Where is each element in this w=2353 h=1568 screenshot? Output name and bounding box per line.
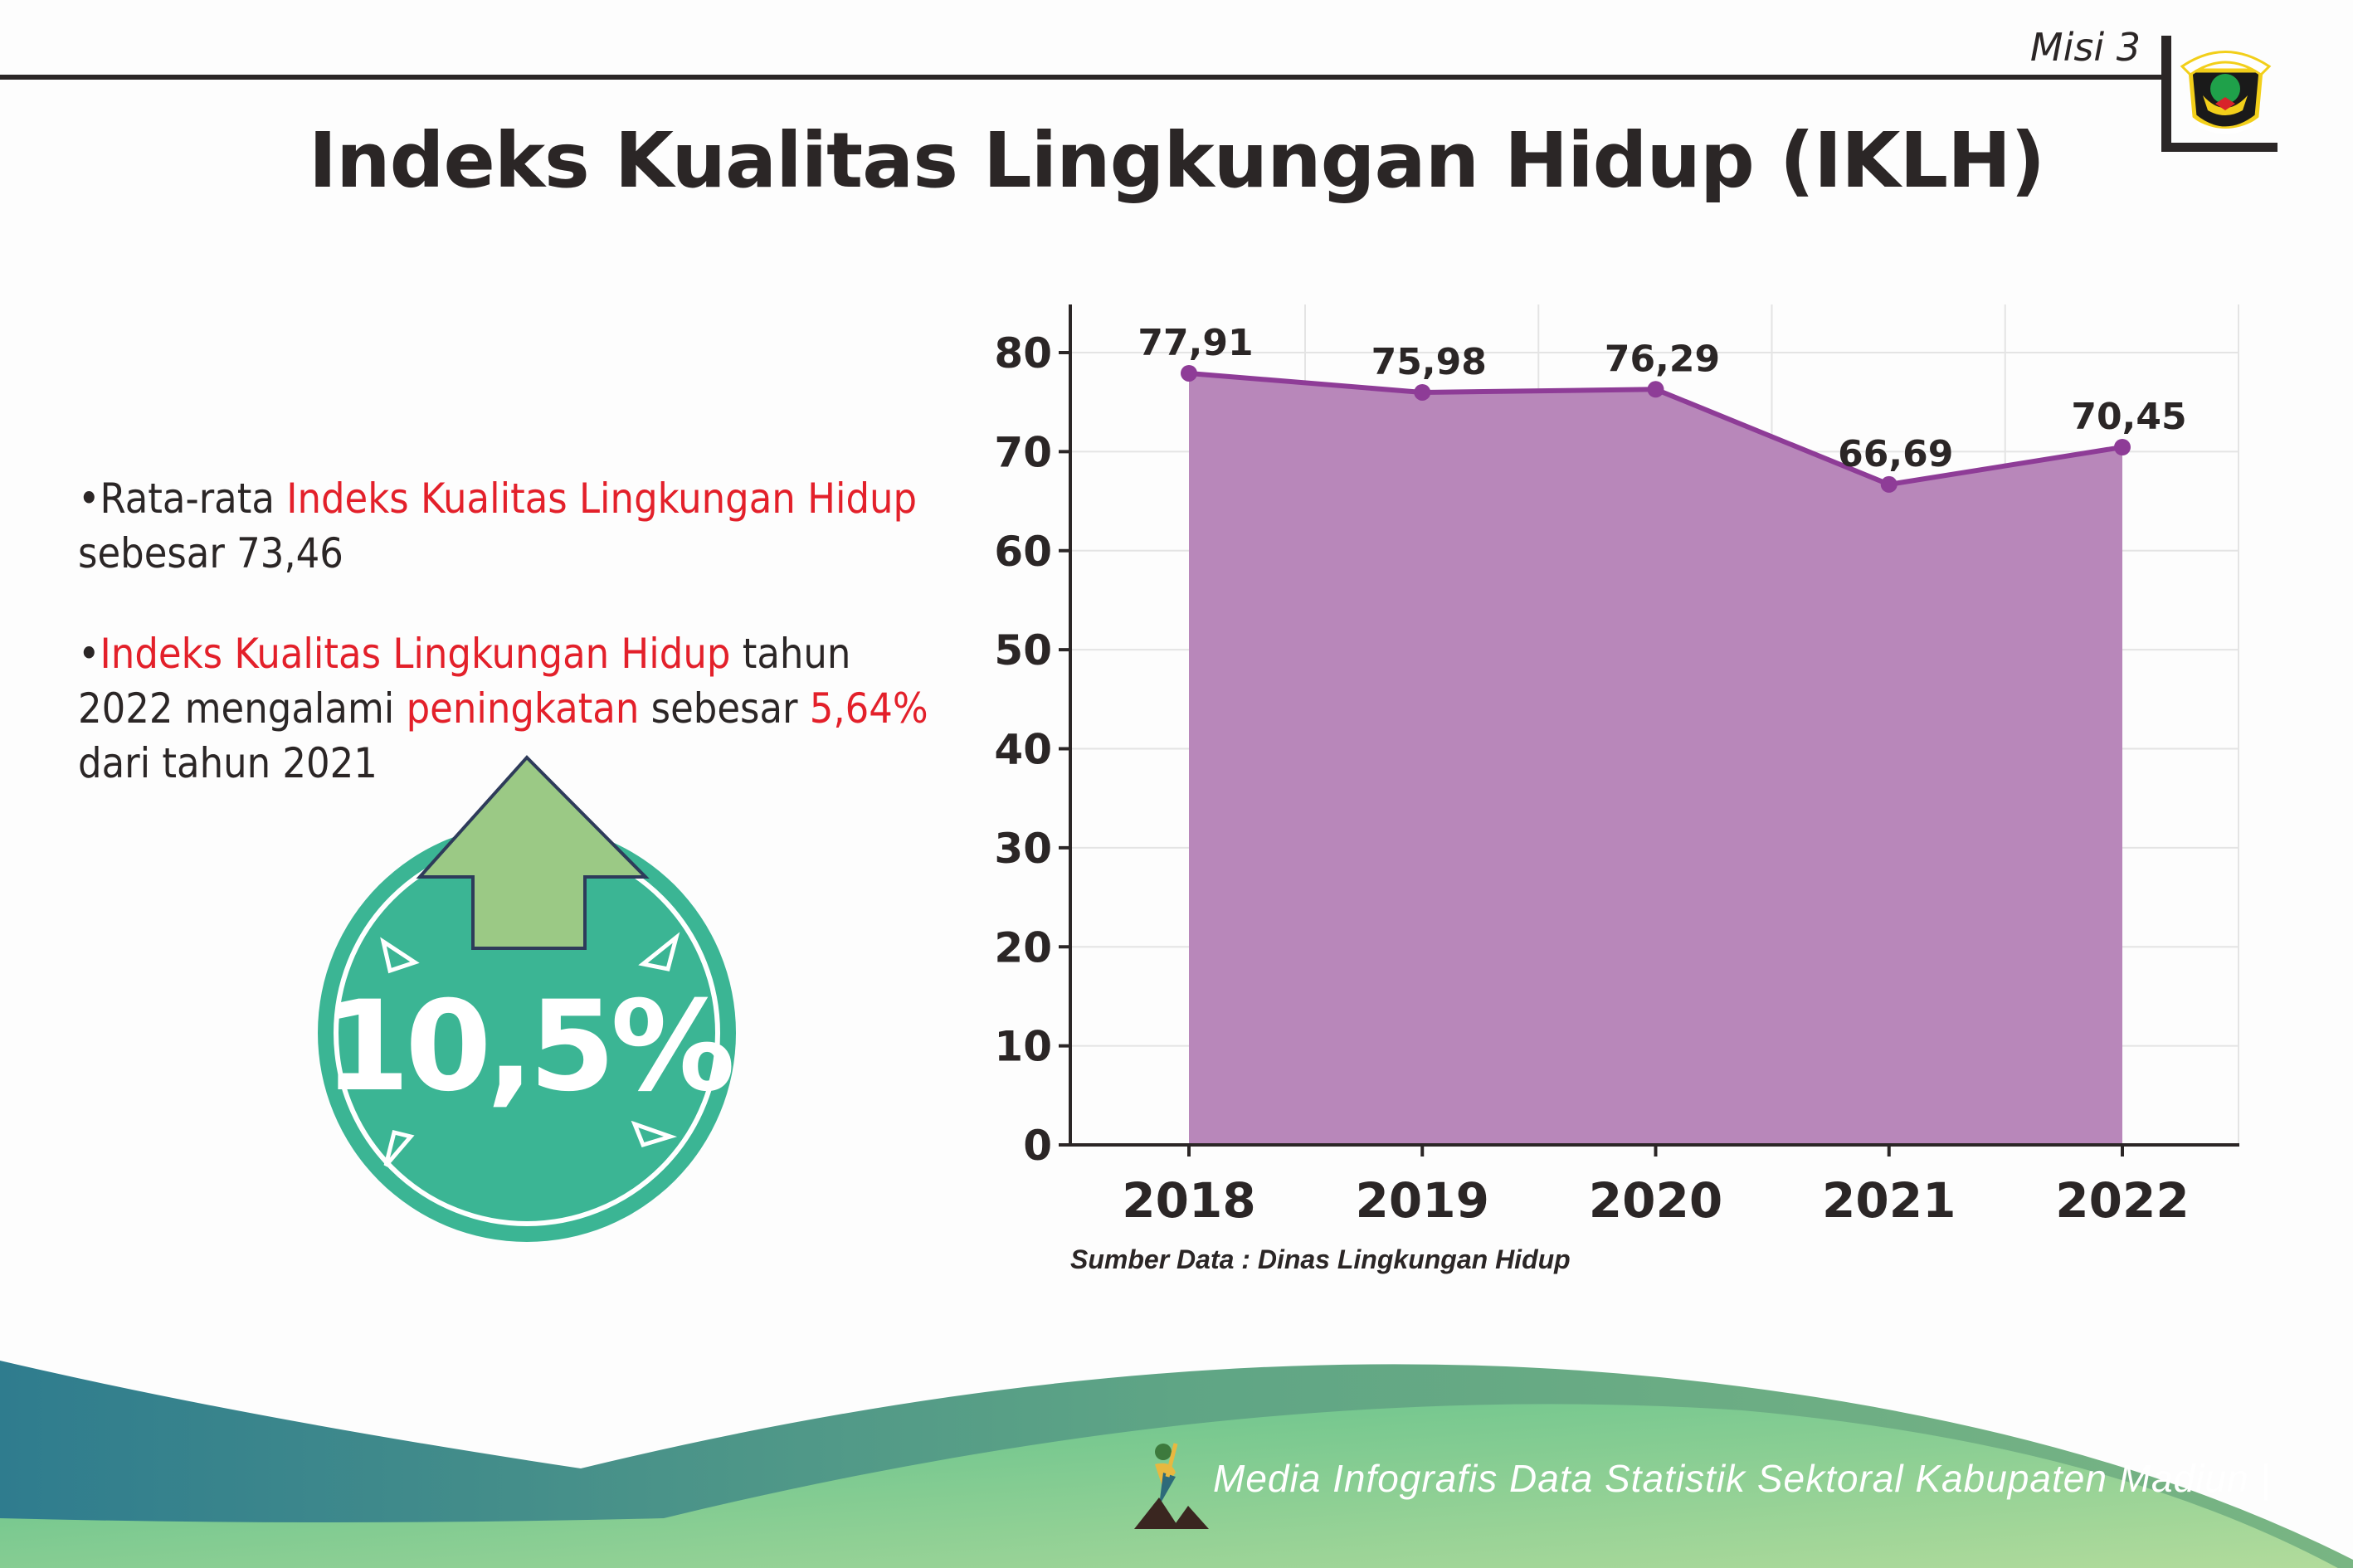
sparkle-icons xyxy=(380,932,680,1167)
x-tick-label: 2022 xyxy=(2055,1172,2189,1229)
badge-value: 10,5% xyxy=(323,975,735,1119)
up-arrow-icon xyxy=(416,755,650,950)
bullet-dot: • xyxy=(78,475,100,523)
y-tick-label: 20 xyxy=(994,923,1052,971)
x-tick-label: 2020 xyxy=(1589,1172,1722,1229)
area-fill xyxy=(1189,373,2122,1146)
x-tick-label: 2021 xyxy=(1822,1172,1956,1229)
mission-label: Misi 3 xyxy=(2029,25,2141,70)
x-tick-label: 2018 xyxy=(1122,1172,1255,1229)
growth-badge xyxy=(318,755,736,1242)
header-rule xyxy=(0,75,2167,80)
infografis-logo-icon xyxy=(1134,1443,1209,1529)
header-corner-vertical xyxy=(2161,36,2171,152)
y-tick-label: 80 xyxy=(994,329,1052,377)
data-label: 76,29 xyxy=(1605,338,1720,380)
data-source: Sumber Data : Dinas Lingkungan Hidup xyxy=(1070,1244,1571,1274)
data-point xyxy=(2114,439,2131,456)
y-tick-label: 10 xyxy=(994,1023,1052,1071)
y-tick-label: 30 xyxy=(994,825,1052,873)
badge-circle xyxy=(318,824,736,1242)
kabupaten-madiun-logo xyxy=(2180,51,2272,134)
footer-text: Media Infografis Data Statistik Sektoral… xyxy=(1213,1457,2272,1500)
bullet-increase: •Indeks Kualitas Lingkungan Hidup tahun … xyxy=(78,630,928,787)
y-tick-label: 40 xyxy=(994,726,1052,774)
bullet-average: •Rata-rata Indeks Kualitas Lingkungan Hi… xyxy=(78,475,918,577)
page-title: Indeks Kualitas Lingkungan Hidup (IKLH) xyxy=(308,116,2045,205)
data-point xyxy=(1647,381,1664,398)
header-corner-horizontal xyxy=(2161,143,2277,152)
data-label: 70,45 xyxy=(2071,396,2186,438)
data-point xyxy=(1414,383,1431,401)
iklh-area-chart: 0 10 20 30 40 50 60 70 80 77,91 2018 75,98 2019 76,29… xyxy=(994,304,2239,1229)
data-point xyxy=(1181,364,1197,382)
y-tick-label: 50 xyxy=(994,626,1052,674)
y-tick-label: 60 xyxy=(994,528,1052,576)
data-label: 66,69 xyxy=(1838,433,1953,475)
y-tick-label: 70 xyxy=(994,428,1052,476)
data-point xyxy=(1880,475,1898,493)
data-label: 77,91 xyxy=(1138,322,1253,364)
x-tick-label: 2019 xyxy=(1356,1172,1489,1229)
bullet-dot: • xyxy=(78,630,100,678)
data-label: 75,98 xyxy=(1371,341,1487,383)
y-tick-label: 0 xyxy=(1023,1122,1052,1170)
